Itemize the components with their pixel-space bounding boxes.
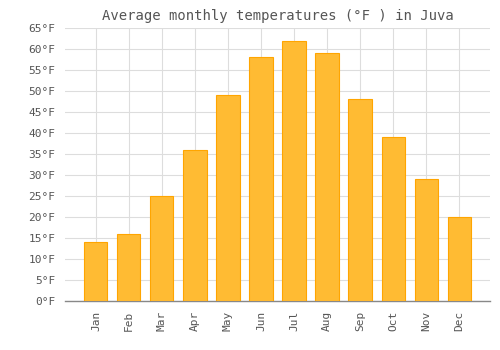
Bar — [118, 234, 141, 301]
Bar — [316, 53, 338, 301]
Bar — [348, 99, 372, 301]
Bar — [184, 150, 206, 301]
Bar — [150, 196, 174, 301]
Title: Average monthly temperatures (°F ) in Juva: Average monthly temperatures (°F ) in Ju… — [102, 9, 454, 23]
Bar — [448, 217, 470, 301]
Bar — [414, 179, 438, 301]
Bar — [216, 95, 240, 301]
Bar — [250, 57, 272, 301]
Bar — [382, 137, 404, 301]
Bar — [282, 41, 306, 301]
Bar — [84, 242, 108, 301]
